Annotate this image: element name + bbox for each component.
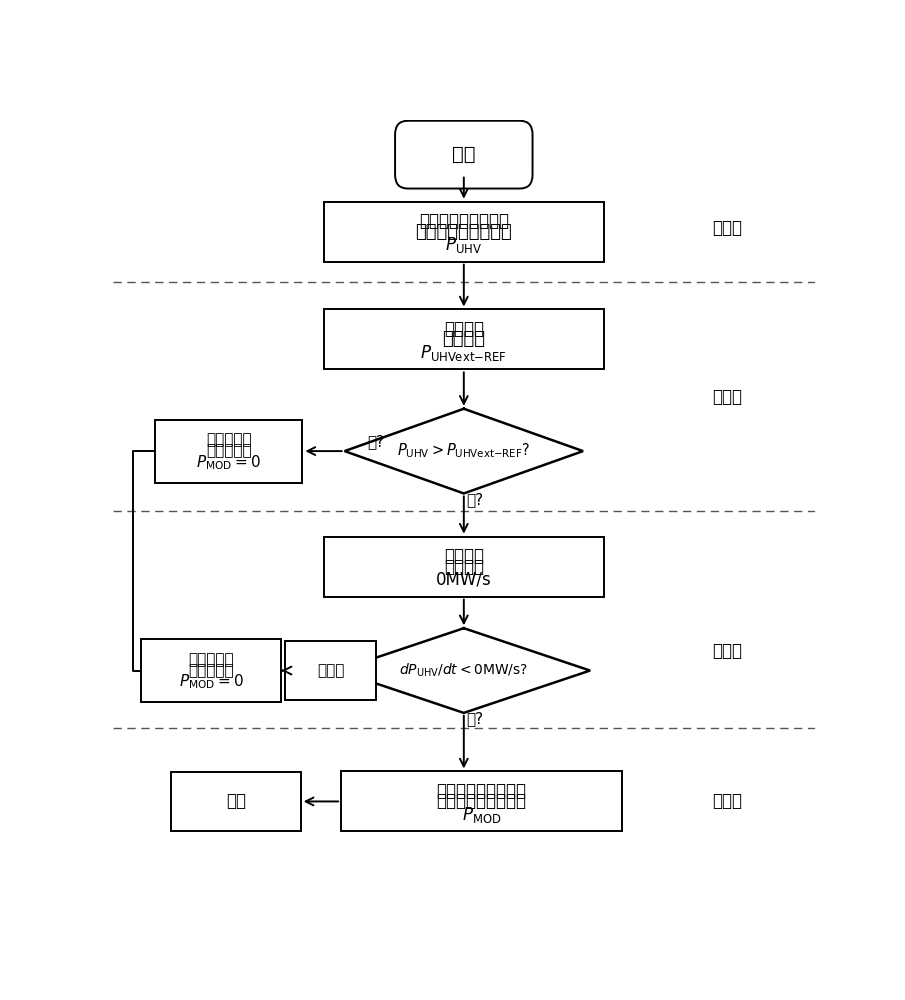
Bar xyxy=(324,202,605,262)
Text: 实测联络线功率摇摆: 实测联络线功率摇摆 xyxy=(419,212,509,230)
Polygon shape xyxy=(338,628,590,713)
Text: $dP_{\mathrm{UHV}}/dt<0$MW/s?: $dP_{\mathrm{UHV}}/dt<0$MW/s? xyxy=(399,662,529,679)
Text: 启动阈值: 启动阈值 xyxy=(443,320,484,338)
Text: 是?: 是? xyxy=(466,492,483,507)
Text: 启动阈值: 启动阈值 xyxy=(443,330,485,348)
Text: 直流无调制: 直流无调制 xyxy=(206,444,252,459)
Bar xyxy=(341,771,622,831)
Text: $P_{\mathrm{MOD}}$: $P_{\mathrm{MOD}}$ xyxy=(462,805,501,825)
Text: 否?: 否? xyxy=(367,434,385,449)
Text: 退出阈值: 退出阈值 xyxy=(443,558,484,576)
Text: 实测联络线功率摇摆: 实测联络线功率摇摆 xyxy=(415,223,512,241)
Bar xyxy=(171,772,300,831)
Text: 否?: 否? xyxy=(466,712,483,727)
Bar xyxy=(324,309,605,369)
Text: 0MW/s: 0MW/s xyxy=(436,571,491,589)
Text: 是?: 是? xyxy=(347,653,364,668)
Text: 开始: 开始 xyxy=(452,145,475,164)
Bar xyxy=(141,639,281,702)
Bar xyxy=(156,420,302,483)
Text: 第一步: 第一步 xyxy=(712,219,742,237)
Bar xyxy=(324,537,605,597)
Text: 直流无调制: 直流无调制 xyxy=(188,663,234,678)
Text: 直流紧急功率调制量: 直流紧急功率调制量 xyxy=(436,782,527,800)
FancyBboxPatch shape xyxy=(395,121,532,189)
Text: 第二步: 第二步 xyxy=(712,388,742,406)
Text: $P_{\mathrm{MOD}}=0$: $P_{\mathrm{MOD}}=0$ xyxy=(196,453,262,472)
Text: 抗干扰: 抗干扰 xyxy=(317,663,344,678)
Text: $P_{\mathrm{UHV}}>P_{\mathrm{UHV	ext{-}REF}}$?: $P_{\mathrm{UHV}}>P_{\mathrm{UHV ext{-}R… xyxy=(397,442,530,460)
Text: 保持: 保持 xyxy=(226,792,246,810)
Polygon shape xyxy=(345,409,583,493)
Text: 直流无调制: 直流无调制 xyxy=(206,432,252,447)
Text: $P_{\mathrm{MOD}}=0$: $P_{\mathrm{MOD}}=0$ xyxy=(179,673,243,691)
Text: 直流无调制: 直流无调制 xyxy=(188,652,234,667)
Bar xyxy=(285,641,376,700)
Text: 退出阈值: 退出阈值 xyxy=(443,547,484,565)
Text: $P_{\mathrm{UHV	ext{-}REF}}$: $P_{\mathrm{UHV ext{-}REF}}$ xyxy=(421,343,507,363)
Text: 第三步: 第三步 xyxy=(712,642,742,660)
Text: 直流紧急功率调制量: 直流紧急功率调制量 xyxy=(436,792,527,810)
Text: $P_{\mathrm{UHV}}$: $P_{\mathrm{UHV}}$ xyxy=(445,235,482,255)
Text: 第四步: 第四步 xyxy=(712,792,742,810)
